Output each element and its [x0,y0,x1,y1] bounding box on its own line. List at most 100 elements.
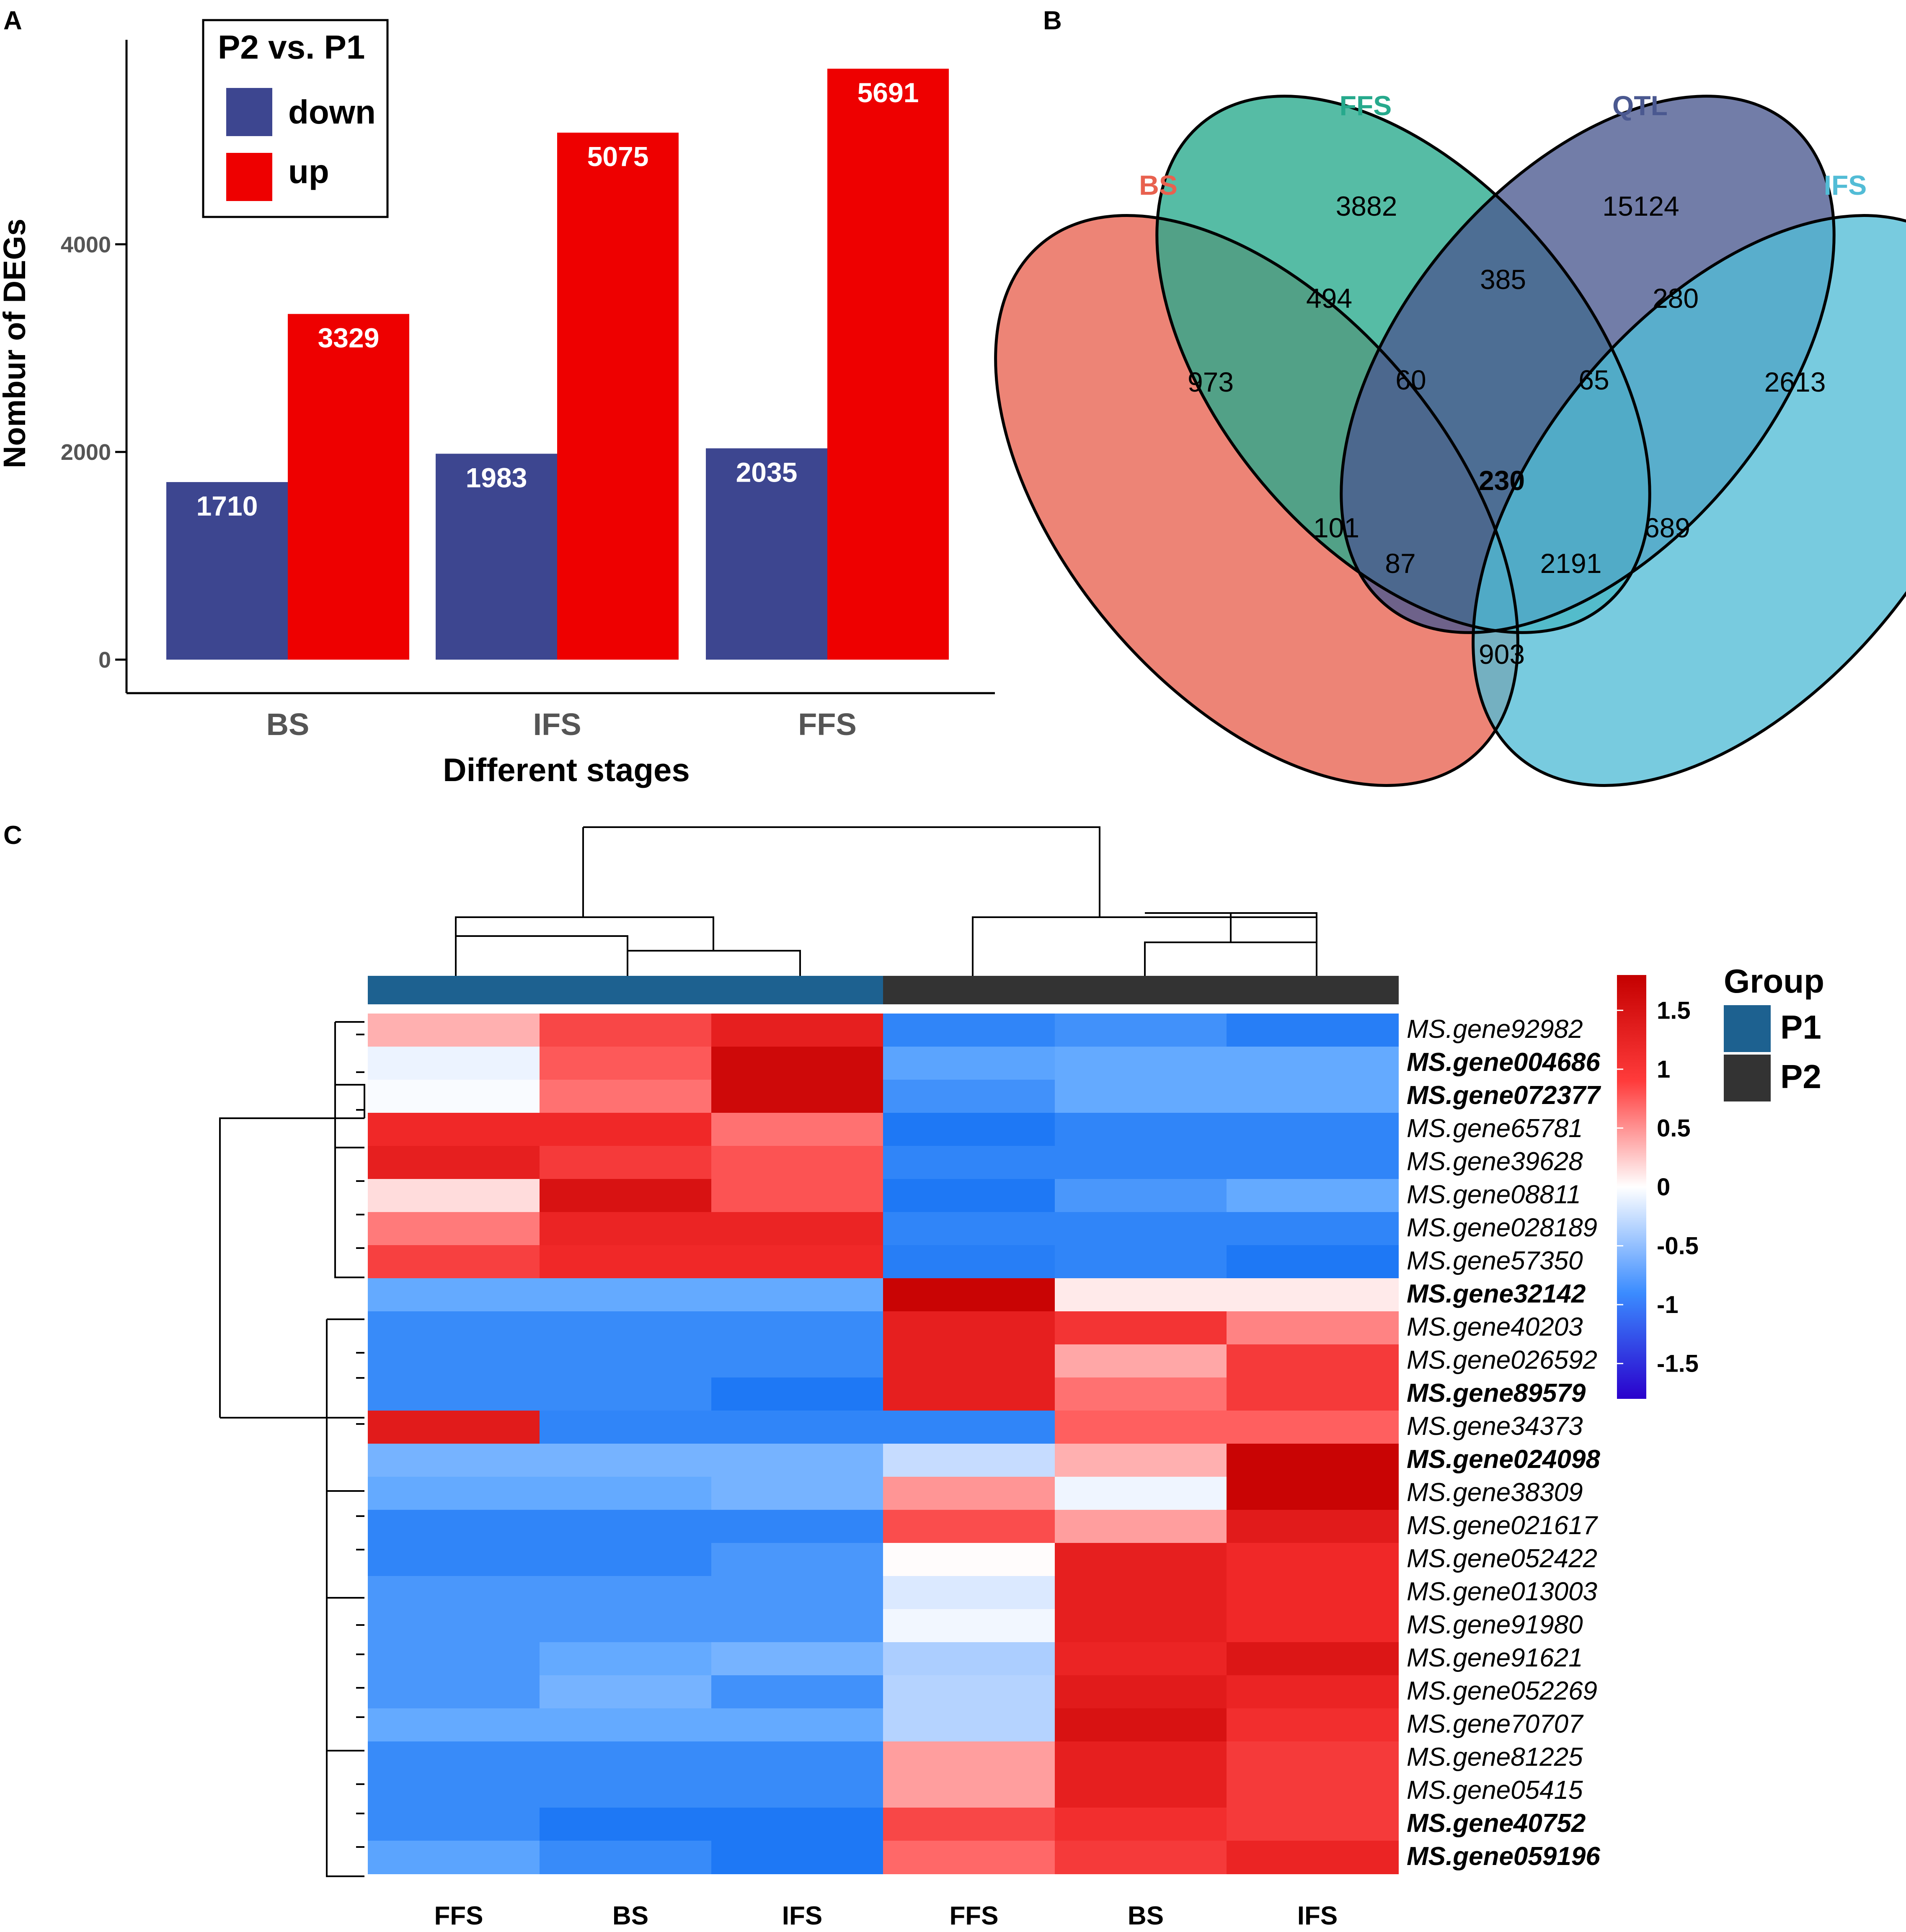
x-tick-ffs: FFS [798,707,857,742]
cell-MS.gene013003-3 [883,1576,1055,1610]
cell-MS.gene57350-2 [711,1245,883,1279]
cell-MS.gene072377-5 [1227,1080,1399,1113]
group-bar-p1-1 [540,976,712,1004]
cell-MS.gene059196-4 [1055,1841,1227,1874]
col-label-p1-bs: BS [612,1901,648,1930]
cell-MS.gene65781-1 [540,1113,712,1146]
venn-count-bs-qtl-ifs: 87 [1385,548,1415,579]
group-legend-swatch-p1 [1724,1005,1771,1052]
cell-MS.gene40752-0 [368,1808,540,1841]
legend-swatch-up [226,153,272,201]
cell-MS.gene052269-0 [368,1675,540,1709]
group-bar-p2-4 [1055,976,1227,1004]
cell-MS.gene89579-4 [1055,1377,1227,1411]
cell-MS.gene052269-3 [883,1675,1055,1709]
cell-MS.gene052269-4 [1055,1675,1227,1709]
cell-MS.gene70707-3 [883,1708,1055,1742]
bar-ifs-down [436,454,557,660]
cbar-tick--1.5: -1.5 [1657,1350,1699,1377]
cell-MS.gene026592-3 [883,1344,1055,1378]
panel-b-venn: BS FFS QTL IFS 973 3882 15124 2613 494 3… [994,90,1906,787]
panel-c-heatmap: MS.gene92982 MS.gene004686 MS.gene072377 MS… [219,826,1824,1930]
cell-MS.gene81225-4 [1055,1741,1227,1775]
cell-MS.gene38309-3 [883,1477,1055,1510]
cell-MS.gene81225-0 [368,1741,540,1775]
cell-MS.gene072377-3 [883,1080,1055,1113]
legend-label-down: down [288,93,376,131]
cell-MS.gene08811-3 [883,1179,1055,1212]
bars-group: 1710 3329 1983 5075 2035 5691 [166,69,949,660]
cell-MS.gene89579-5 [1227,1377,1399,1411]
cell-MS.gene38309-5 [1227,1477,1399,1510]
group-bar-p2-5 [1227,976,1399,1004]
cell-MS.gene021617-4 [1055,1510,1227,1543]
cell-MS.gene91621-3 [883,1642,1055,1676]
row-label-MS.gene072377: MS.gene072377 [1407,1081,1601,1110]
cell-MS.gene013003-1 [540,1576,712,1610]
cell-MS.gene65781-3 [883,1113,1055,1146]
cell-MS.gene052422-4 [1055,1543,1227,1576]
bar-label-ffs-down: 2035 [736,457,798,488]
row-dendro-leaves [356,1034,364,1848]
cell-MS.gene39628-5 [1227,1146,1399,1179]
group-legend-swatch-p2 [1724,1055,1771,1101]
legend-swatch-down [226,88,272,136]
cell-MS.gene92982-3 [883,1014,1055,1047]
legend-label-up: up [288,153,329,190]
cell-MS.gene65781-5 [1227,1113,1399,1146]
cell-MS.gene072377-0 [368,1080,540,1113]
cell-MS.gene052422-1 [540,1543,712,1576]
venn-outline-bs [994,214,1519,787]
panel-b-letter: B [1043,6,1062,35]
col-dendro-p2-join [972,912,1317,976]
cell-MS.gene32142-2 [711,1278,883,1312]
cell-MS.gene021617-0 [368,1510,540,1543]
venn-count-ffs-ifs: 689 [1644,512,1690,543]
cbar-tick--1: -1 [1657,1291,1679,1318]
cell-MS.gene91980-3 [883,1609,1055,1643]
col-label-p1-ifs: IFS [782,1901,822,1930]
cell-MS.gene91621-5 [1227,1642,1399,1676]
row-label-MS.gene052269: MS.gene052269 [1407,1677,1597,1705]
cell-MS.gene92982-1 [540,1014,712,1047]
cell-MS.gene70707-5 [1227,1708,1399,1742]
cell-MS.gene92982-4 [1055,1014,1227,1047]
cell-MS.gene70707-2 [711,1708,883,1742]
cell-MS.gene57350-1 [540,1245,712,1279]
cell-MS.gene021617-1 [540,1510,712,1543]
cell-MS.gene32142-1 [540,1278,712,1312]
cell-MS.gene059196-0 [368,1841,540,1874]
cell-MS.gene08811-1 [540,1179,712,1212]
cell-MS.gene021617-2 [711,1510,883,1543]
cell-MS.gene028189-1 [540,1212,712,1246]
group-legend-label-p2: P2 [1780,1058,1821,1095]
cell-MS.gene05415-3 [883,1775,1055,1808]
cell-MS.gene65781-2 [711,1113,883,1146]
cell-MS.gene024098-0 [368,1444,540,1477]
cell-MS.gene40203-4 [1055,1311,1227,1345]
cell-MS.gene32142-4 [1055,1278,1227,1312]
row-label-MS.gene052422: MS.gene052422 [1407,1544,1597,1573]
col-dendro-root [583,826,1232,918]
cell-MS.gene57350-5 [1227,1245,1399,1279]
row-label-MS.gene38309: MS.gene38309 [1407,1478,1583,1507]
panel-c-letter: C [3,821,22,850]
cell-MS.gene08811-0 [368,1179,540,1212]
cell-MS.gene38309-0 [368,1477,540,1510]
col-label-p2-bs: BS [1128,1901,1164,1930]
cell-MS.gene052269-2 [711,1675,883,1709]
cell-MS.gene026592-4 [1055,1344,1227,1378]
row-label-MS.gene70707: MS.gene70707 [1407,1710,1584,1739]
venn-title-qtl: QTL [1612,90,1668,121]
heatmap-cells [368,1014,1399,1874]
y-tick-0: 0 [98,647,111,673]
venn-count-ffs-qtl-ifs: 65 [1578,364,1609,395]
cell-MS.gene92982-2 [711,1014,883,1047]
cell-MS.gene89579-1 [540,1377,712,1411]
bar-label-bs-down: 1710 [196,490,258,521]
cell-MS.gene32142-0 [368,1278,540,1312]
row-label-MS.gene92982: MS.gene92982 [1407,1015,1583,1044]
group-bar-p1-2 [711,976,883,1004]
row-label-MS.gene89579: MS.gene89579 [1407,1379,1586,1408]
venn-count-ffs-qtl: 385 [1480,264,1526,295]
